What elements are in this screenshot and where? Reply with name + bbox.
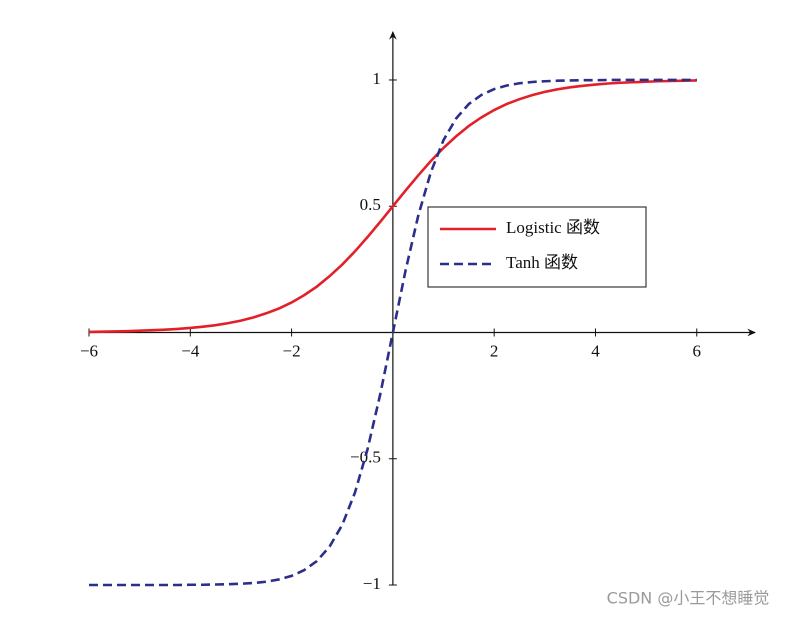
line — [88, 79, 697, 334]
x-tick-label: −4 — [181, 341, 200, 360]
y-tick-label: −0.5 — [350, 448, 381, 467]
x-tick-label: 4 — [591, 341, 600, 360]
x-tick-label: 2 — [490, 341, 499, 360]
legend-label: Tanh 函数 — [506, 253, 578, 272]
line — [89, 78, 697, 587]
legend-box — [427, 206, 647, 288]
x-tick-label: −6 — [80, 341, 98, 360]
legend-label: Logistic 函数 — [506, 218, 600, 237]
y-tick-label: −1 — [363, 574, 381, 593]
y-tick-label: 1 — [372, 69, 381, 88]
watermark: CSDN @小王不想睡觉 — [607, 589, 770, 608]
y-tick-label: 0.5 — [360, 195, 381, 214]
x-tick-label: −2 — [283, 341, 301, 360]
x-tick-label: 6 — [693, 341, 702, 360]
